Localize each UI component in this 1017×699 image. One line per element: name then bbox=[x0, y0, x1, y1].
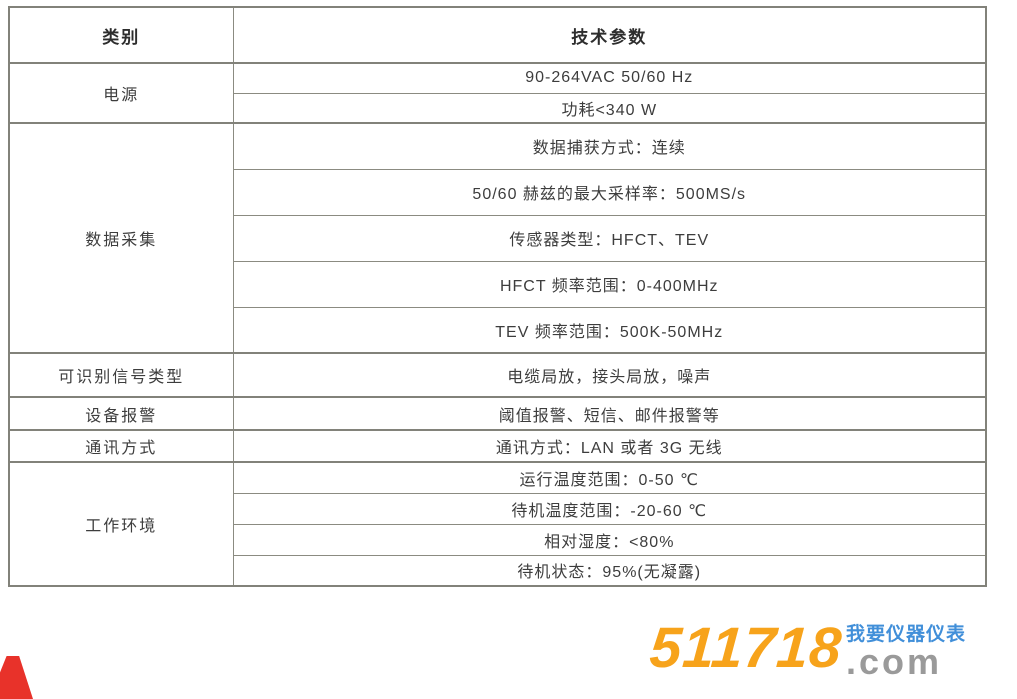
cell-operating-temp: 运行温度范围：0-50 ℃ bbox=[232, 461, 987, 494]
logo-right-block: 我要仪器仪表 .com bbox=[846, 624, 966, 680]
table-row: HFCT 频率范围：0-400MHz bbox=[9, 260, 987, 308]
cell-power-consumption: 功耗<340 W bbox=[232, 92, 987, 124]
logo-domain-text: .com bbox=[845, 641, 943, 682]
category-communication: 通讯方式 bbox=[8, 429, 234, 463]
table-row: 功耗<340 W bbox=[9, 92, 987, 124]
header-tech-params: 技术参数 bbox=[232, 6, 987, 64]
table-row: 设备报警 阈值报警、短信、邮件报警等 bbox=[8, 396, 987, 431]
table-row: 工作环境 运行温度范围：0-50 ℃ bbox=[8, 461, 987, 587]
cell-sample-rate: 50/60 赫兹的最大采样率：500MS/s bbox=[232, 168, 987, 216]
logo-tagline-text: 我要仪器仪表 bbox=[845, 624, 966, 645]
logo-number-text: 511718 bbox=[647, 616, 845, 680]
cell-humidity: 相对湿度：<80% bbox=[232, 523, 987, 556]
table-row: 50/60 赫兹的最大采样率：500MS/s bbox=[9, 168, 987, 216]
cell-alarm-types: 阈值报警、短信、邮件报警等 bbox=[232, 396, 987, 431]
cell-power-input: 90-264VAC 50/60 Hz bbox=[232, 62, 987, 94]
table-row: 待机状态：95%(无凝露) bbox=[9, 554, 987, 587]
site-watermark-logo: 511718 我要仪器仪表 .com bbox=[647, 606, 992, 680]
cell-capture-mode: 数据捕获方式：连续 bbox=[232, 122, 987, 170]
table-row: 相对湿度：<80% bbox=[9, 523, 987, 556]
table-row: 待机温度范围：-20-60 ℃ bbox=[9, 492, 987, 525]
table-row: TEV 频率范围：500K-50MHz bbox=[9, 306, 987, 354]
table-row: 数据采集 数据捕获方式：连续 bbox=[8, 122, 987, 354]
table-header-row: 类别 技术参数 bbox=[8, 6, 987, 64]
cell-communication: 通讯方式：LAN 或者 3G 无线 bbox=[232, 429, 987, 463]
header-category: 类别 bbox=[8, 6, 234, 64]
cell-hfct-range: HFCT 频率范围：0-400MHz bbox=[232, 260, 987, 308]
corner-red-glyph bbox=[0, 656, 33, 699]
category-data-acquisition: 数据采集 bbox=[8, 122, 234, 354]
category-signal-types: 可识别信号类型 bbox=[8, 352, 234, 398]
cell-standby-temp: 待机温度范围：-20-60 ℃ bbox=[232, 492, 987, 525]
cell-signal-types: 电缆局放，接头局放，噪声 bbox=[232, 352, 987, 398]
table-row: 可识别信号类型 电缆局放，接头局放，噪声 bbox=[8, 352, 987, 398]
cell-standby-state: 待机状态：95%(无凝露) bbox=[232, 554, 987, 587]
cell-sensor-type: 传感器类型：HFCT、TEV bbox=[232, 214, 987, 262]
table-row: 通讯方式 通讯方式：LAN 或者 3G 无线 bbox=[8, 429, 987, 463]
spec-table: 类别 技术参数 电源 90-264VAC 50/60 Hz 功耗<340 W 数… bbox=[8, 6, 987, 587]
category-device-alarm: 设备报警 bbox=[8, 396, 234, 431]
table-row: 电源 90-264VAC 50/60 Hz bbox=[8, 62, 987, 124]
cell-tev-range: TEV 频率范围：500K-50MHz bbox=[232, 306, 987, 354]
category-environment: 工作环境 bbox=[8, 461, 234, 587]
category-power: 电源 bbox=[8, 62, 234, 124]
